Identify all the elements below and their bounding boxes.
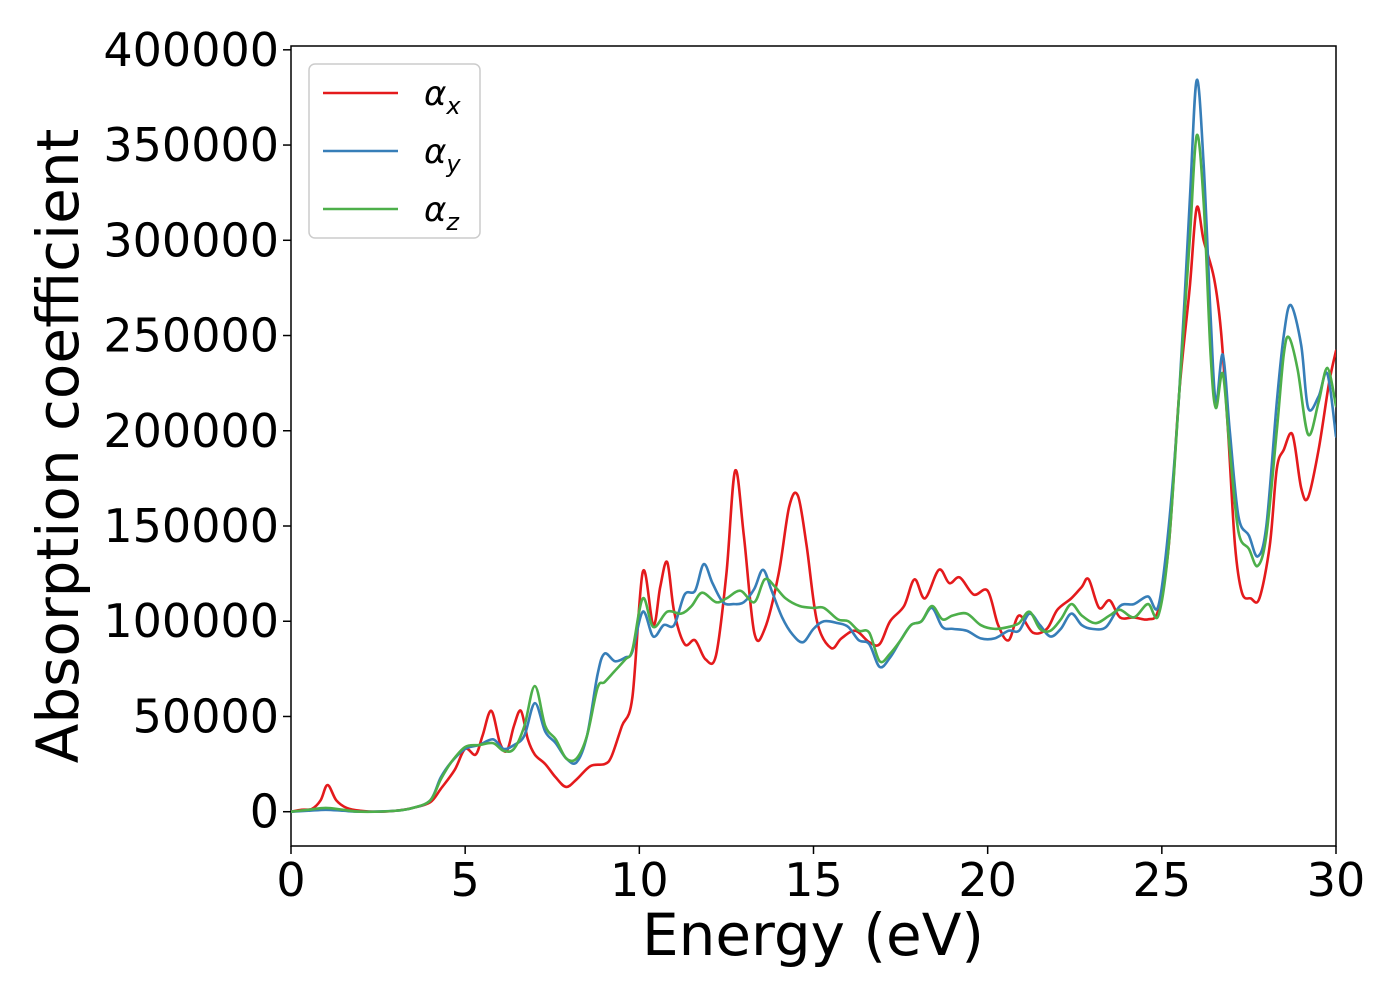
- x-tick-label: 0: [276, 853, 305, 907]
- legend-symbol: α: [424, 74, 446, 114]
- x-tick-label: 30: [1307, 853, 1366, 907]
- y-tick-label: 100000: [103, 594, 279, 648]
- legend-subscript: x: [445, 92, 461, 120]
- series-line-z: [291, 133, 1336, 814]
- y-tick-label: 350000: [103, 118, 279, 172]
- legend-subscript: z: [445, 208, 460, 236]
- legend-subscript: y: [445, 150, 461, 178]
- y-axis-ticks: 0 50000 100000 150000 200000 250000 300000 3500…: [103, 23, 291, 839]
- y-tick-label: 200000: [103, 404, 279, 458]
- legend-label-z: αz: [424, 190, 460, 236]
- y-tick-label: 50000: [133, 689, 279, 743]
- y-tick-label: 150000: [103, 499, 279, 553]
- legend-label-y: αy: [424, 132, 461, 178]
- x-axis-label: Energy (eV): [642, 901, 984, 969]
- x-tick-label: 15: [784, 853, 843, 907]
- series-layer: [291, 78, 1336, 814]
- legend-symbol: α: [424, 190, 446, 230]
- legend-symbol: α: [424, 132, 446, 172]
- y-tick-label: 300000: [103, 213, 279, 267]
- y-tick-label: 250000: [103, 309, 279, 363]
- x-tick-label: 5: [451, 853, 480, 907]
- x-tick-label: 20: [958, 853, 1017, 907]
- x-axis-ticks: 0 5 10 15 20 25 30: [276, 846, 1365, 907]
- series-line-y: [291, 78, 1336, 814]
- series-line-x: [291, 205, 1336, 814]
- y-axis-label: Absorption coefficient: [24, 129, 92, 764]
- x-tick-label: 25: [1133, 853, 1192, 907]
- legend-label-x: αx: [424, 74, 461, 120]
- y-tick-label: 0: [250, 785, 279, 839]
- y-tick-label: 400000: [103, 23, 279, 77]
- x-tick-label: 10: [610, 853, 669, 907]
